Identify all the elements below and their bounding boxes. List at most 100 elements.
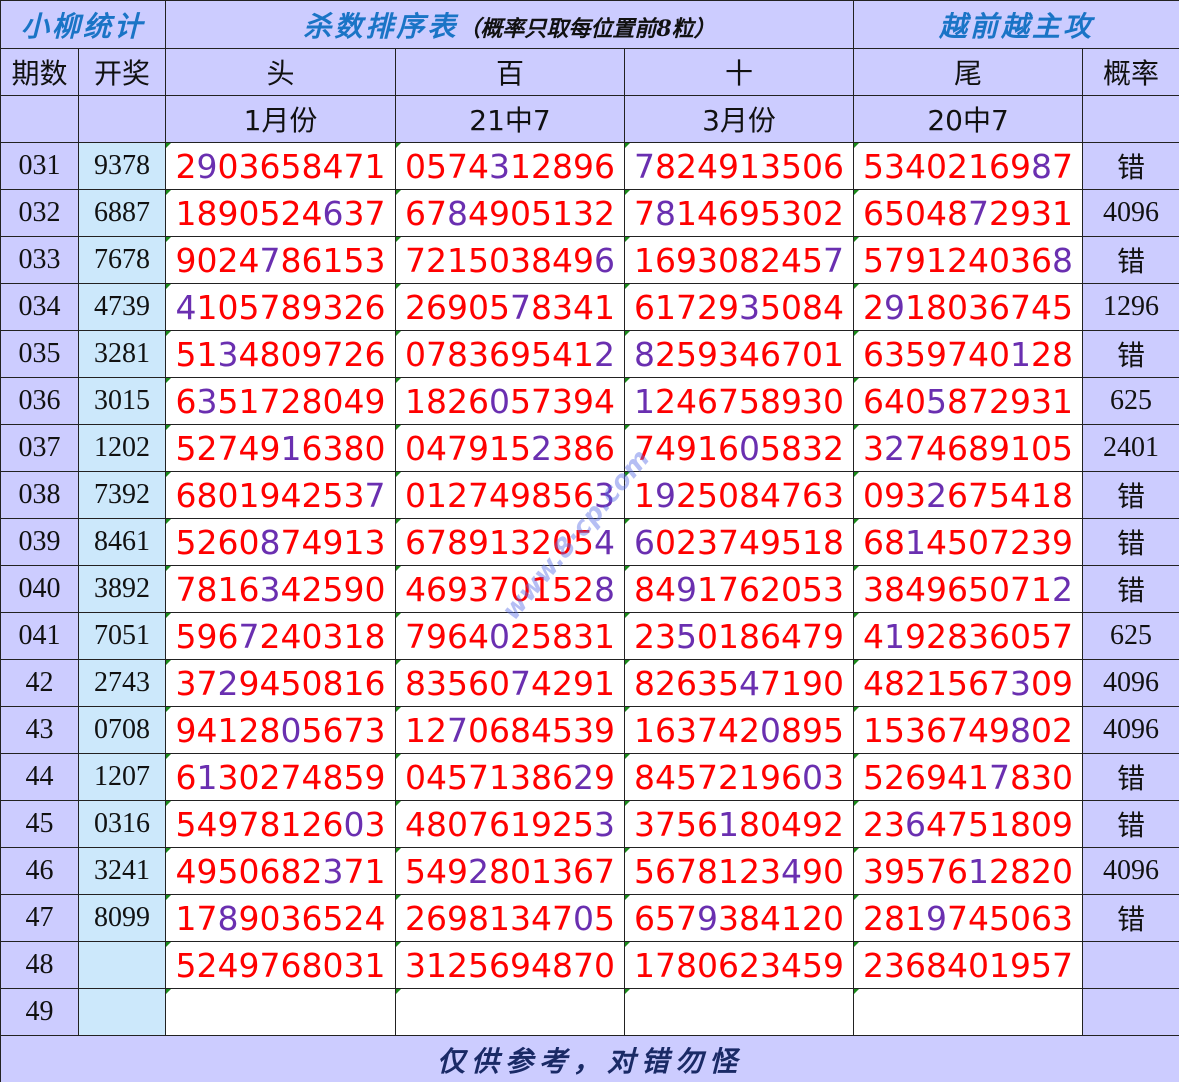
digit: 6	[405, 193, 427, 233]
digit: 6	[468, 381, 490, 421]
probability: 错	[1082, 753, 1179, 801]
ranking-thousands: 1789036524	[165, 894, 397, 942]
digit: 4	[217, 945, 239, 985]
digit: 7	[968, 475, 990, 515]
draw-result: 7678	[77, 236, 167, 284]
digit: 6	[489, 804, 511, 844]
digit: 6	[489, 334, 511, 374]
digit: 6	[468, 663, 490, 703]
hit-digit: 7	[510, 287, 532, 327]
digit: 1	[489, 898, 511, 938]
digit: 6	[405, 522, 427, 562]
ranking-units	[853, 988, 1084, 1036]
digit: 3	[343, 475, 365, 515]
digit: 0	[697, 945, 719, 985]
hit-digit: 7	[823, 240, 845, 280]
digit: 5	[802, 945, 824, 985]
table-row: 49	[0, 988, 1179, 1036]
digit: 3	[1031, 757, 1053, 797]
digit: 9	[510, 475, 532, 515]
digit: 0	[238, 522, 260, 562]
digit: 5	[947, 522, 969, 562]
issue-number: 47	[0, 894, 79, 942]
digit: 4	[405, 804, 427, 844]
digit: 3	[343, 945, 365, 985]
digit: 3	[1010, 240, 1032, 280]
digit: 1	[781, 663, 803, 703]
digit: 0	[863, 475, 885, 515]
digit: 5	[510, 381, 532, 421]
digit: 1	[739, 146, 761, 186]
draw-result: 1202	[77, 424, 167, 472]
digit: 2	[676, 475, 698, 515]
ranking-hundreds: 0457138629	[395, 753, 626, 801]
ranking-thousands: 5134809726	[165, 330, 397, 378]
digit: 9	[573, 146, 595, 186]
probability: 4096	[1082, 706, 1179, 754]
digit: 2	[926, 616, 948, 656]
digit: 6	[175, 475, 197, 515]
digit: 4	[552, 334, 574, 374]
digit: 0	[1052, 851, 1074, 891]
hit-digit: 3	[489, 146, 511, 186]
ranking-units: 5340216987	[853, 142, 1084, 190]
probability: 4096	[1082, 847, 1179, 895]
digit: 8	[1010, 804, 1032, 844]
draw-result: 7051	[77, 612, 167, 660]
hit-digit: 7	[364, 475, 386, 515]
digit: 5	[989, 475, 1011, 515]
draw-result: 3281	[77, 330, 167, 378]
ranking-thousands: 9024786153	[165, 236, 397, 284]
ranking-units: 4821567309	[853, 659, 1084, 707]
ranking-tens: 8457219603	[624, 753, 855, 801]
ranking-units: 6504872931	[853, 189, 1084, 237]
digit: 7	[426, 193, 448, 233]
digit: 4	[968, 710, 990, 750]
ranking-units: 6814507239	[853, 518, 1084, 566]
digit: 4	[760, 475, 782, 515]
digit: 1	[573, 334, 595, 374]
digit: 7	[884, 240, 906, 280]
digit: 5	[676, 804, 698, 844]
digit: 5	[905, 334, 927, 374]
hit-digit: 1	[905, 522, 927, 562]
digit: 1	[1052, 193, 1074, 233]
digit: 8	[760, 381, 782, 421]
digit: 5	[343, 757, 365, 797]
digit: 8	[739, 240, 761, 280]
ranking-units: 3957612820	[853, 847, 1084, 895]
digit: 5	[760, 287, 782, 327]
digit: 2	[739, 710, 761, 750]
digit: 0	[823, 851, 845, 891]
issue-number: 033	[0, 236, 79, 284]
digit: 5	[760, 428, 782, 468]
draw-result: 0708	[77, 706, 167, 754]
ranking-units: 2918036745	[853, 283, 1084, 331]
digit: 9	[718, 146, 740, 186]
issue-number: 039	[0, 518, 79, 566]
table-row: 42 2743 3729450816 8356074291 8263547190 4821…	[0, 659, 1179, 707]
digit: 0	[781, 569, 803, 609]
probability: 错	[1082, 894, 1179, 942]
digit: 0	[238, 193, 260, 233]
digit: 0	[217, 146, 239, 186]
digit: 7	[781, 475, 803, 515]
digit: 5	[676, 334, 698, 374]
digit: 4	[926, 193, 948, 233]
digit: 7	[468, 475, 490, 515]
digit: 7	[468, 804, 490, 844]
digit: 6	[217, 616, 239, 656]
digit: 8	[655, 146, 677, 186]
digit: 1	[926, 240, 948, 280]
digit: 5	[697, 475, 719, 515]
ranking-tens	[624, 988, 855, 1036]
digit: 6	[655, 240, 677, 280]
ranking-thousands: 1890524637	[165, 189, 397, 237]
digit: 2	[426, 240, 448, 280]
hit-digit: 4	[781, 851, 803, 891]
sub-label-units: 20中7	[853, 95, 1084, 143]
column-header-row: 期数 开奖 头 百 十 尾 概率	[0, 48, 1179, 96]
digit: 0	[447, 804, 469, 844]
digit: 0	[1031, 710, 1053, 750]
digit: 3	[676, 710, 698, 750]
